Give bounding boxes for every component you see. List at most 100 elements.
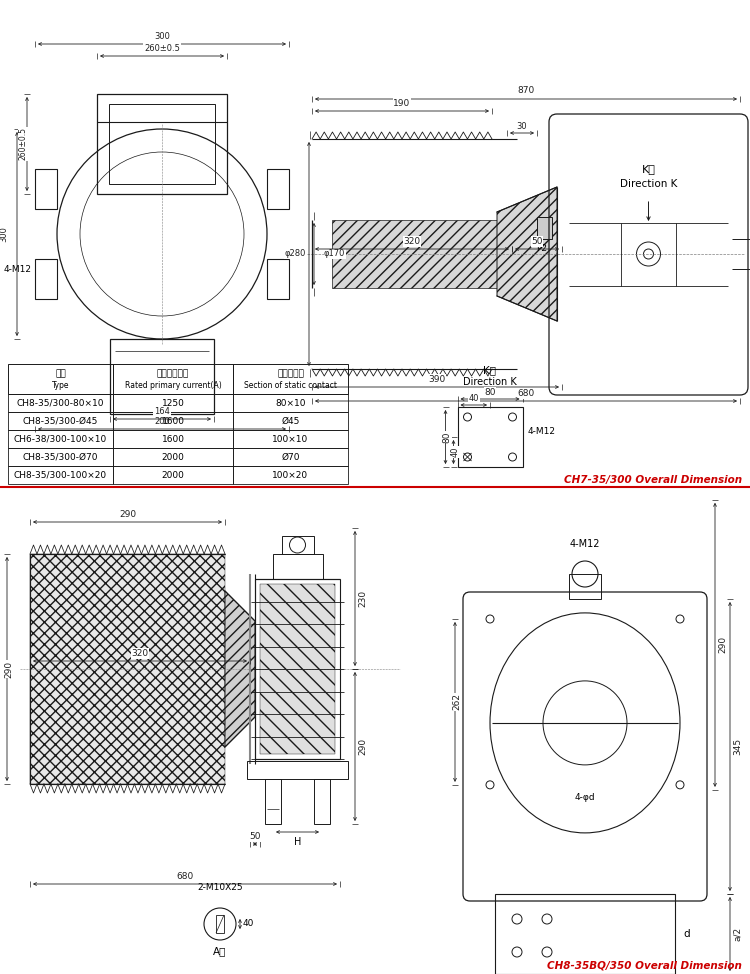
Text: 1600: 1600 — [161, 434, 184, 443]
Text: φ170: φ170 — [324, 249, 345, 258]
Text: K向: K向 — [641, 164, 656, 174]
Bar — [233, 448, 348, 466]
Bar — [216, 915, 224, 933]
Text: 262: 262 — [452, 693, 461, 710]
Text: 4-M12: 4-M12 — [4, 265, 32, 274]
Bar — [314, 779, 330, 824]
Text: 4-φd: 4-φd — [574, 793, 596, 802]
Text: 300: 300 — [0, 226, 8, 242]
Bar — [265, 779, 281, 824]
Text: 164: 164 — [154, 407, 170, 416]
Text: 290: 290 — [718, 636, 727, 654]
Bar — [233, 364, 348, 394]
Bar — [113, 364, 233, 394]
Text: 型号: 型号 — [56, 369, 66, 378]
Text: CH8-35/300-Ø70: CH8-35/300-Ø70 — [22, 453, 98, 462]
Bar — [233, 394, 348, 412]
Text: 2000: 2000 — [161, 453, 184, 462]
Bar — [569, 574, 601, 599]
Text: 静触头截面: 静触头截面 — [277, 369, 304, 378]
Text: 80: 80 — [484, 388, 496, 397]
Text: CH8-35/300-Ø45: CH8-35/300-Ø45 — [22, 417, 98, 426]
Text: 40: 40 — [469, 394, 479, 403]
Bar — [35, 169, 57, 209]
Text: 870: 870 — [518, 86, 535, 95]
Bar — [233, 412, 348, 430]
Bar — [332, 220, 512, 288]
Text: CH6-38/300-100×10: CH6-38/300-100×10 — [13, 434, 107, 443]
Text: 50: 50 — [249, 832, 261, 841]
Text: 290: 290 — [119, 510, 136, 519]
Bar — [8, 412, 113, 430]
Bar — [233, 466, 348, 484]
Bar — [8, 448, 113, 466]
Text: CH8-35/300-100×20: CH8-35/300-100×20 — [14, 470, 107, 479]
Text: 345: 345 — [733, 738, 742, 755]
Text: 320: 320 — [404, 237, 421, 246]
Bar — [30, 554, 225, 784]
Text: 300: 300 — [154, 32, 170, 41]
Text: Direction K: Direction K — [620, 179, 677, 189]
Bar — [8, 364, 113, 394]
Text: 390: 390 — [428, 375, 445, 384]
Text: 190: 190 — [393, 99, 411, 108]
Bar — [113, 394, 233, 412]
Text: 290: 290 — [4, 660, 13, 678]
Bar — [272, 554, 322, 579]
Text: CH8-35BQ/350 Overall Dimension: CH8-35BQ/350 Overall Dimension — [547, 961, 742, 971]
Polygon shape — [497, 187, 557, 321]
Bar — [113, 466, 233, 484]
Bar — [109, 104, 215, 184]
Bar — [458, 407, 523, 467]
Text: φ280: φ280 — [285, 249, 306, 258]
Text: 80: 80 — [442, 431, 452, 443]
Bar — [110, 339, 214, 414]
Text: 40: 40 — [243, 919, 254, 928]
Text: 2000: 2000 — [161, 470, 184, 479]
Text: K向: K向 — [484, 365, 496, 375]
Bar — [8, 394, 113, 412]
Bar — [260, 584, 335, 754]
Text: 680: 680 — [176, 872, 194, 881]
Text: 230: 230 — [358, 590, 367, 607]
Text: Rated primary current(A): Rated primary current(A) — [124, 381, 221, 391]
Bar — [113, 448, 233, 466]
Bar — [8, 430, 113, 448]
Text: 额定一次电流: 额定一次电流 — [157, 369, 189, 378]
Text: 4-M12: 4-M12 — [570, 539, 600, 549]
Text: 200: 200 — [154, 417, 170, 426]
Text: Ø70: Ø70 — [281, 453, 300, 462]
Text: 290: 290 — [358, 738, 367, 755]
Text: P2: P2 — [536, 244, 548, 253]
Text: Type: Type — [52, 381, 69, 391]
Bar — [267, 169, 289, 209]
Text: CH8-35/300-80×10: CH8-35/300-80×10 — [16, 398, 104, 407]
Text: 680: 680 — [518, 389, 535, 398]
Bar — [267, 259, 289, 299]
Bar — [495, 894, 675, 974]
Bar — [35, 259, 57, 299]
Text: 1600: 1600 — [161, 417, 184, 426]
Text: Section of static contact: Section of static contact — [244, 381, 337, 391]
Text: 260±0.5: 260±0.5 — [144, 44, 180, 53]
Bar — [537, 217, 552, 239]
Bar — [113, 430, 233, 448]
Text: 80×10: 80×10 — [275, 398, 306, 407]
Text: 260±0.5: 260±0.5 — [19, 128, 28, 161]
Text: CH7-35/300 Overall Dimension: CH7-35/300 Overall Dimension — [564, 475, 742, 485]
Bar — [233, 430, 348, 448]
Bar — [113, 412, 233, 430]
Text: d: d — [683, 929, 690, 939]
Text: Direction K: Direction K — [463, 377, 517, 387]
Text: 1250: 1250 — [161, 398, 184, 407]
Text: a/2: a/2 — [733, 927, 742, 941]
Bar — [97, 94, 227, 194]
Text: 100×10: 100×10 — [272, 434, 309, 443]
Text: 4-M12: 4-M12 — [527, 427, 556, 435]
Text: 50: 50 — [531, 237, 543, 246]
Text: A向: A向 — [213, 946, 226, 956]
Polygon shape — [225, 591, 255, 747]
Text: H: H — [294, 837, 302, 847]
Text: 100×20: 100×20 — [272, 470, 308, 479]
Text: 2-M10X25: 2-M10X25 — [197, 883, 243, 892]
